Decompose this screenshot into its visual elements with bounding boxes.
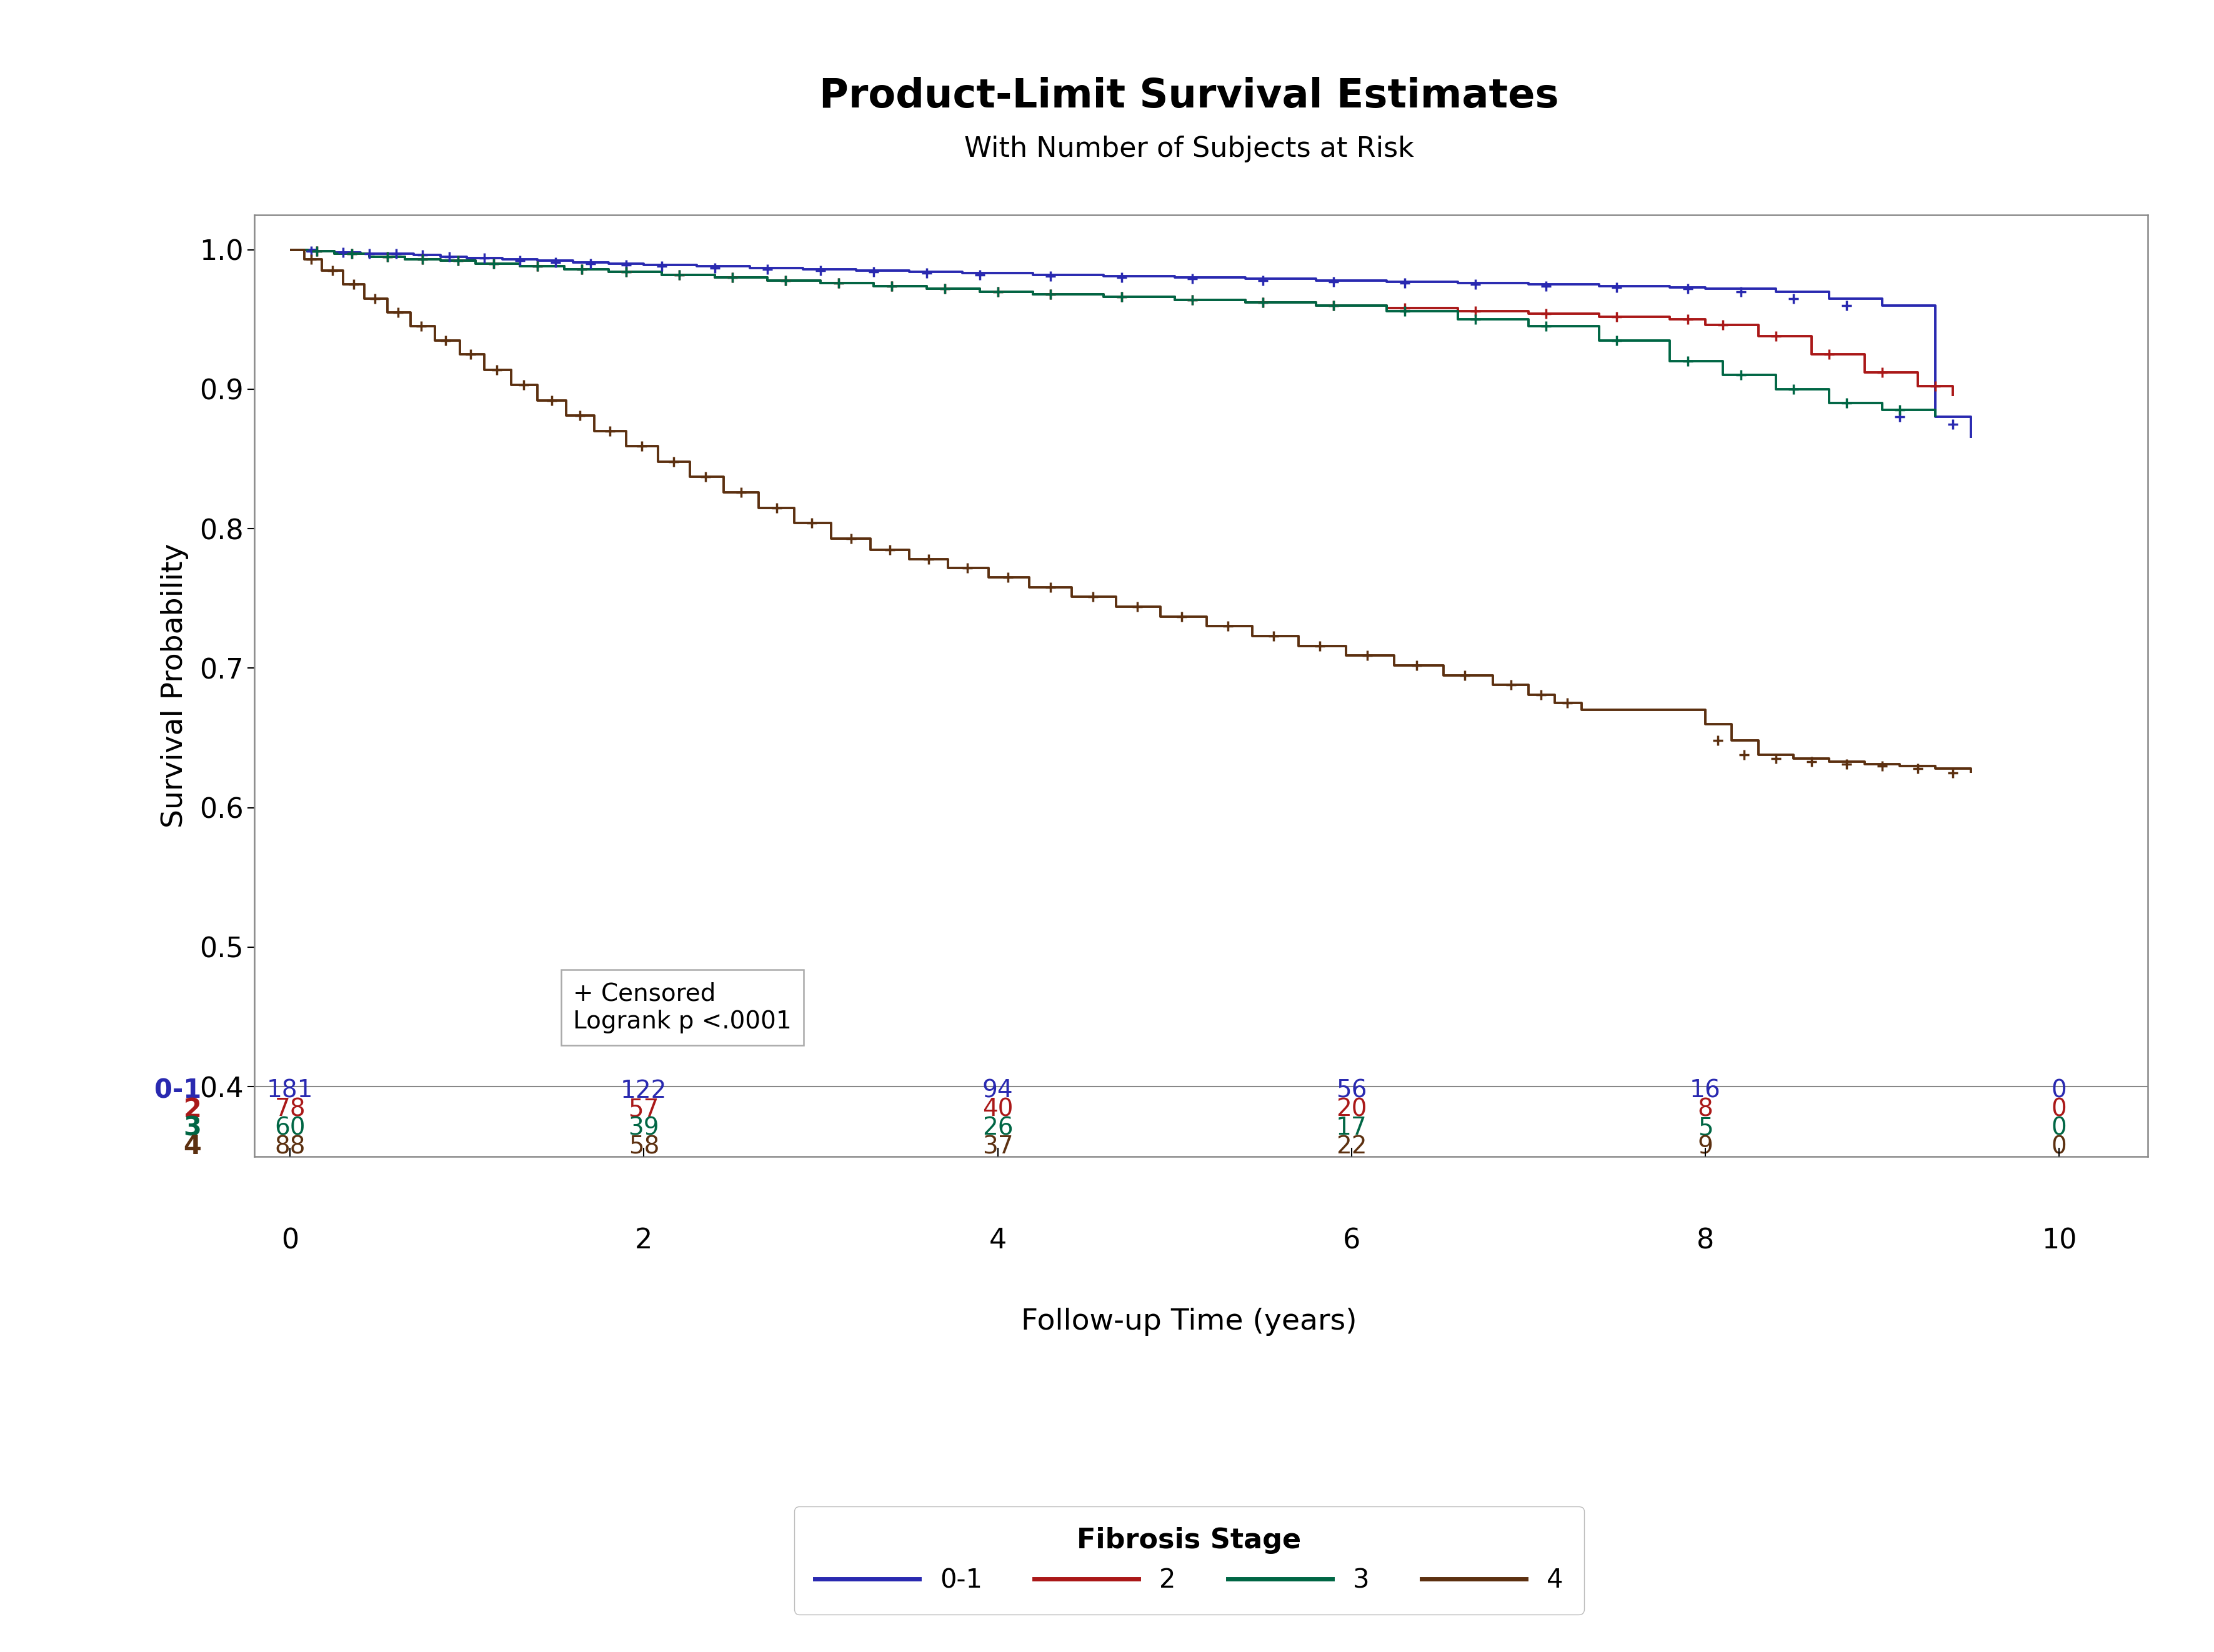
Text: 60: 60	[275, 1117, 306, 1140]
Text: 26: 26	[983, 1117, 1014, 1140]
Text: 9: 9	[1698, 1135, 1714, 1158]
Text: 94: 94	[983, 1079, 1014, 1102]
Text: 57: 57	[629, 1097, 660, 1122]
Text: 56: 56	[1335, 1079, 1366, 1102]
Text: 40: 40	[983, 1097, 1014, 1122]
Text: 88: 88	[275, 1135, 306, 1158]
Text: 3: 3	[184, 1115, 201, 1142]
Text: 122: 122	[620, 1079, 666, 1102]
Text: 4: 4	[184, 1133, 201, 1160]
Text: 0: 0	[2052, 1079, 2068, 1102]
Text: + Censored
Logrank p <.0001: + Censored Logrank p <.0001	[573, 981, 793, 1032]
Text: 0-1: 0-1	[155, 1077, 201, 1104]
Text: 5: 5	[1698, 1117, 1714, 1140]
Text: With Number of Subjects at Risk: With Number of Subjects at Risk	[963, 135, 1415, 162]
Text: 20: 20	[1335, 1097, 1366, 1122]
Text: Follow-up Time (years): Follow-up Time (years)	[1021, 1308, 1357, 1336]
Text: 78: 78	[275, 1097, 306, 1122]
Text: 8: 8	[1698, 1097, 1714, 1122]
Text: 22: 22	[1335, 1135, 1366, 1158]
Text: 0: 0	[2052, 1097, 2068, 1122]
Y-axis label: Survival Probability: Survival Probability	[162, 544, 188, 828]
Text: 0: 0	[2052, 1135, 2068, 1158]
Text: 0: 0	[2052, 1117, 2068, 1140]
Text: Product-Limit Survival Estimates: Product-Limit Survival Estimates	[819, 76, 1559, 116]
Text: 17: 17	[1335, 1117, 1366, 1140]
Text: 2: 2	[184, 1097, 201, 1123]
Text: 181: 181	[266, 1079, 312, 1102]
Text: 58: 58	[629, 1135, 660, 1158]
Text: 16: 16	[1689, 1079, 1720, 1102]
Text: 39: 39	[629, 1117, 660, 1140]
Legend: 0-1, 2, 3, 4: 0-1, 2, 3, 4	[795, 1507, 1583, 1614]
Text: 37: 37	[983, 1135, 1014, 1158]
